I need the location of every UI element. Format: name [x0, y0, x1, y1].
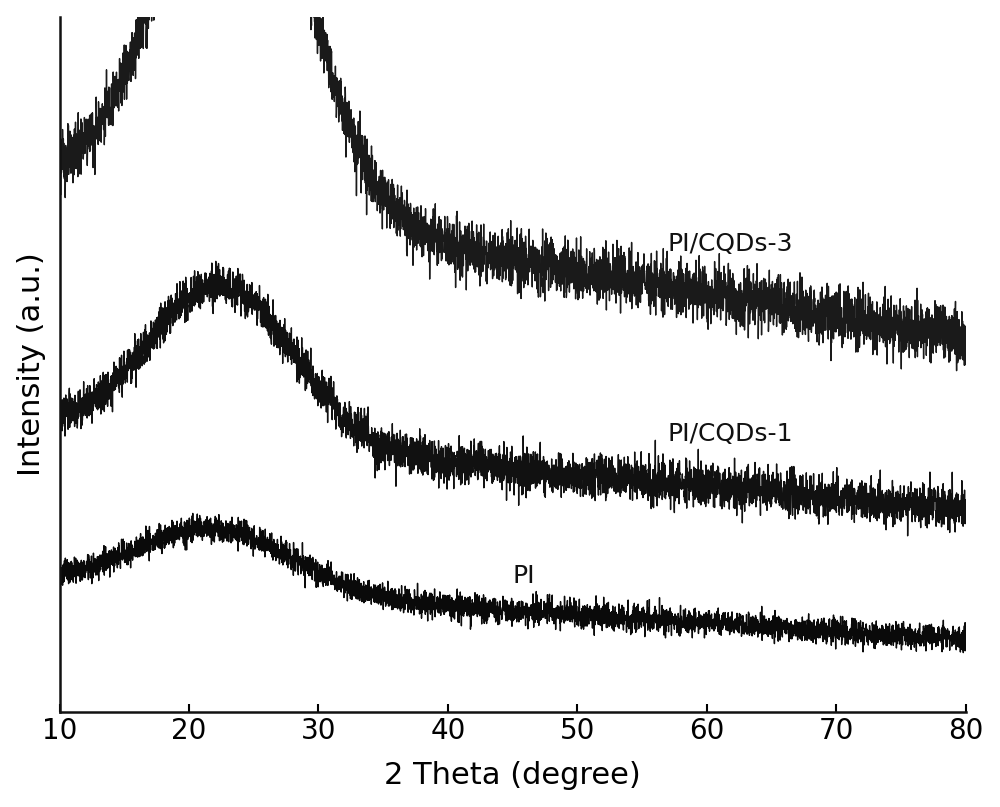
- Text: PI: PI: [513, 564, 535, 588]
- Text: PI/CQDs-3: PI/CQDs-3: [668, 232, 793, 256]
- Y-axis label: Intensity (a.u.): Intensity (a.u.): [17, 253, 46, 476]
- X-axis label: 2 Theta (degree): 2 Theta (degree): [384, 761, 641, 790]
- Text: PI/CQDs-1: PI/CQDs-1: [668, 422, 793, 445]
